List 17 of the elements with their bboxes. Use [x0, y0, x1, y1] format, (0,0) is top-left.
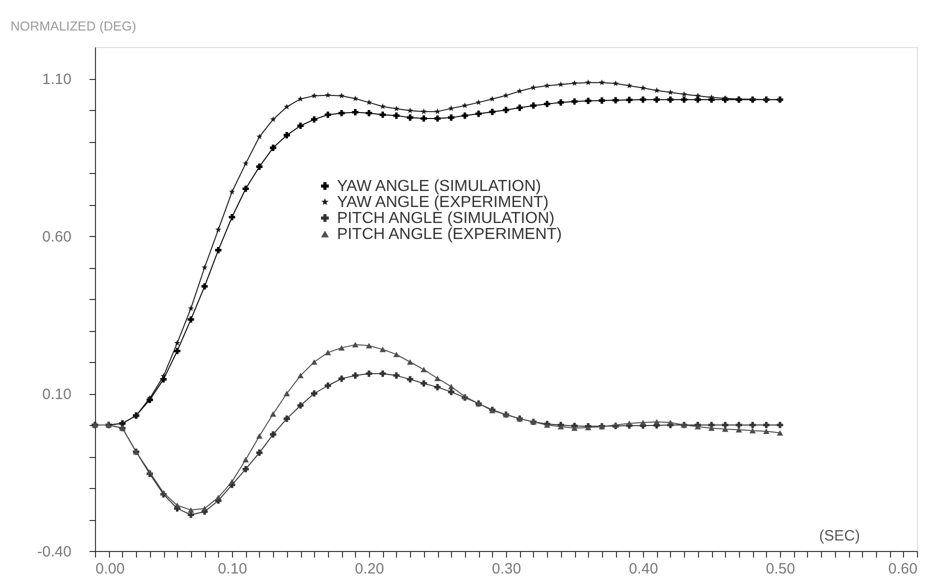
x-tick-label: 0.30	[492, 560, 522, 578]
legend-label: YAW ANGLE (SIMULATION)	[336, 178, 542, 196]
y-tick-label: 0.10	[42, 386, 72, 403]
x-axis-title: (SEC)	[819, 528, 860, 544]
y-tick-label: -0.40	[37, 544, 72, 560]
x-tick-label: 0.60	[888, 560, 918, 578]
y-tick-label: 0.60	[42, 228, 72, 246]
legend-label: YAW ANGLE (EXPERIMENT)	[336, 194, 549, 212]
x-tick-label: 0.40	[628, 560, 658, 578]
y-axis-title: NORMALIZED (DEG)	[10, 18, 136, 34]
x-tick-label: 0.10	[218, 560, 248, 578]
x-tick-label: 0.50	[766, 560, 796, 578]
legend-label: PITCH ANGLE (SIMULATION)	[336, 210, 554, 228]
legend-label: PITCH ANGLE (EXPERIMENT)	[336, 226, 562, 244]
x-tick-label: 0.20	[354, 560, 384, 578]
y-tick-label: 1.10	[42, 71, 72, 88]
x-tick-label: 0.00	[96, 560, 125, 578]
